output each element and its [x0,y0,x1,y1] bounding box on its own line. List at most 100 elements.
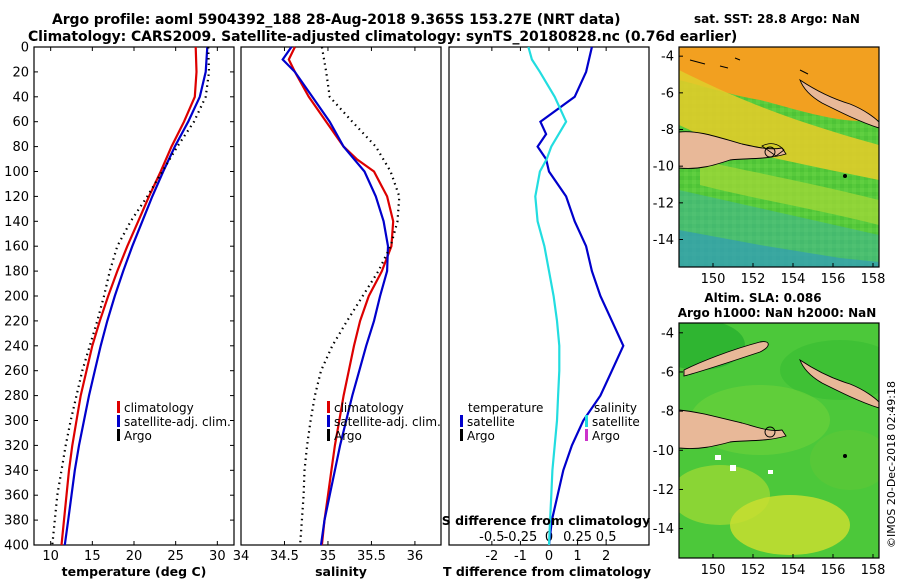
x-tick-label-salinity: 0.25 [563,530,592,545]
map-y-tick-label: -8 [661,123,674,138]
depth-tick-label: 360 [4,489,29,504]
x-tick-label: 35 [320,549,337,564]
x-tick-label: 30 [209,549,226,564]
depth-tick-label: 260 [4,364,29,379]
map-y-tick-label: -12 [653,196,674,211]
salinity-xlabel: salinity [315,564,367,579]
x-tick-label-salinity: 0.5 [596,530,617,545]
series-climatology [60,46,198,546]
map-x-tick-label: 150 [701,272,726,287]
depth-tick-label: 100 [4,165,29,180]
legend-s-satellite: satellite [592,415,640,429]
salinity-legend: climatology satellite-adj. clim. Argo [327,401,441,443]
depth-tick-label: 200 [4,290,29,305]
depth-tick-label: 20 [12,65,29,80]
legend-climatology: climatology [124,401,194,415]
depth-tick-label: 320 [4,439,29,454]
map-x-tick-label: 150 [701,563,726,578]
temperature-legend: climatology satellite-adj. clim. Argo [117,401,231,443]
map-x-tick-label: 158 [861,272,886,287]
depth-tick-label: 280 [4,389,29,404]
sst-map-frame [678,46,880,268]
difference-xlabel: T difference from climatology [443,564,651,579]
map-y-tick-label: -10 [653,444,674,459]
depth-tick-label: 40 [12,90,29,105]
x-tick-label: 34.5 [270,549,299,564]
map-x-tick-label: 156 [821,272,846,287]
map-y-tick-label: -10 [653,160,674,175]
temperature-axes [33,46,235,546]
legend-argo: Argo [334,429,362,443]
x-tick-label: 0 [545,549,553,564]
x-tick-label-salinity: -0.25 [504,530,538,545]
depth-tick-label: 0 [21,41,29,56]
difference-axes [448,46,650,546]
copyright-credit: ©IMOS 20-Dec-2018 02:49:18 [885,381,898,548]
series-argo [299,46,401,546]
title-line-1: Argo profile: aoml 5904392_188 28-Aug-20… [52,12,621,28]
x-tick-label: 1 [573,549,581,564]
title-line-2: Climatology: CARS2009. Satellite-adjuste… [28,29,738,45]
map-y-tick-label: -6 [661,365,674,380]
x-tick-label: 25 [167,549,184,564]
depth-tick-label: 300 [4,414,29,429]
legend-argo: Argo [124,429,152,443]
depth-tick-label: 60 [12,115,29,130]
series-satellite-adj-clim- [281,46,390,546]
depth-tick-label: 340 [4,464,29,479]
x-tick-label: 35.5 [357,549,386,564]
depth-tick-label: 140 [4,215,29,230]
map-x-tick-label: 152 [741,563,766,578]
x-tick-label-salinity: -0.5 [479,530,504,545]
series-satellite-salinity [527,46,568,546]
map-y-tick-label: -14 [653,233,674,248]
sla-map-title-2: Argo h1000: NaN h2000: NaN [678,306,877,320]
sla-map-frame [678,322,880,559]
legend-climatology: climatology [334,401,404,415]
map-y-tick-label: -6 [661,86,674,101]
x-tick-label: 34 [233,549,250,564]
temperature-xlabel: temperature (deg C) [62,564,207,579]
difference-xlabel-top: S difference from climatology [442,513,651,528]
depth-tick-label: 180 [4,265,29,280]
x-tick-label: -2 [485,549,498,564]
legend-satellite: satellite-adj. clim. [124,415,231,429]
legend-header-salinity: salinity [594,401,637,415]
x-tick-label: 2 [602,549,610,564]
difference-legend: temperature satellite Argo salinity sate… [460,401,640,443]
x-tick-label: -1 [514,549,527,564]
depth-tick-label: 380 [4,514,29,529]
legend-satellite: satellite-adj. clim. [334,415,441,429]
x-tick-label: 20 [126,549,143,564]
legend-s-argo: Argo [592,429,620,443]
series-satellite-temperature [536,46,625,546]
legend-header-temperature: temperature [468,401,543,415]
x-tick-label: 15 [84,549,101,564]
depth-tick-label: 400 [4,539,29,554]
legend-t-argo: Argo [467,429,495,443]
series-argo [51,46,211,546]
x-tick-label: 10 [42,549,59,564]
depth-tick-label: 220 [4,314,29,329]
sst-map [679,47,879,267]
depth-tick-label: 120 [4,190,29,205]
salinity-axes [240,46,442,546]
map-y-tick-label: -14 [653,522,674,537]
map-x-tick-label: 154 [781,272,806,287]
map-y-tick-label: -4 [661,326,674,341]
map-x-tick-label: 156 [821,563,846,578]
sst-map-title: sat. SST: 28.8 Argo: NaN [694,12,860,26]
sla-map [679,323,879,558]
depth-tick-label: 80 [12,140,29,155]
map-x-tick-label: 158 [861,563,886,578]
series-satellite-adj-clim- [63,46,209,546]
map-y-tick-label: -8 [661,405,674,420]
map-y-tick-label: -12 [653,483,674,498]
series-climatology [287,46,395,546]
sla-map-title-1: Altim. SLA: 0.086 [704,291,821,305]
map-x-tick-label: 154 [781,563,806,578]
depth-tick-label: 160 [4,240,29,255]
map-x-tick-label: 152 [741,272,766,287]
legend-t-satellite: satellite [467,415,515,429]
